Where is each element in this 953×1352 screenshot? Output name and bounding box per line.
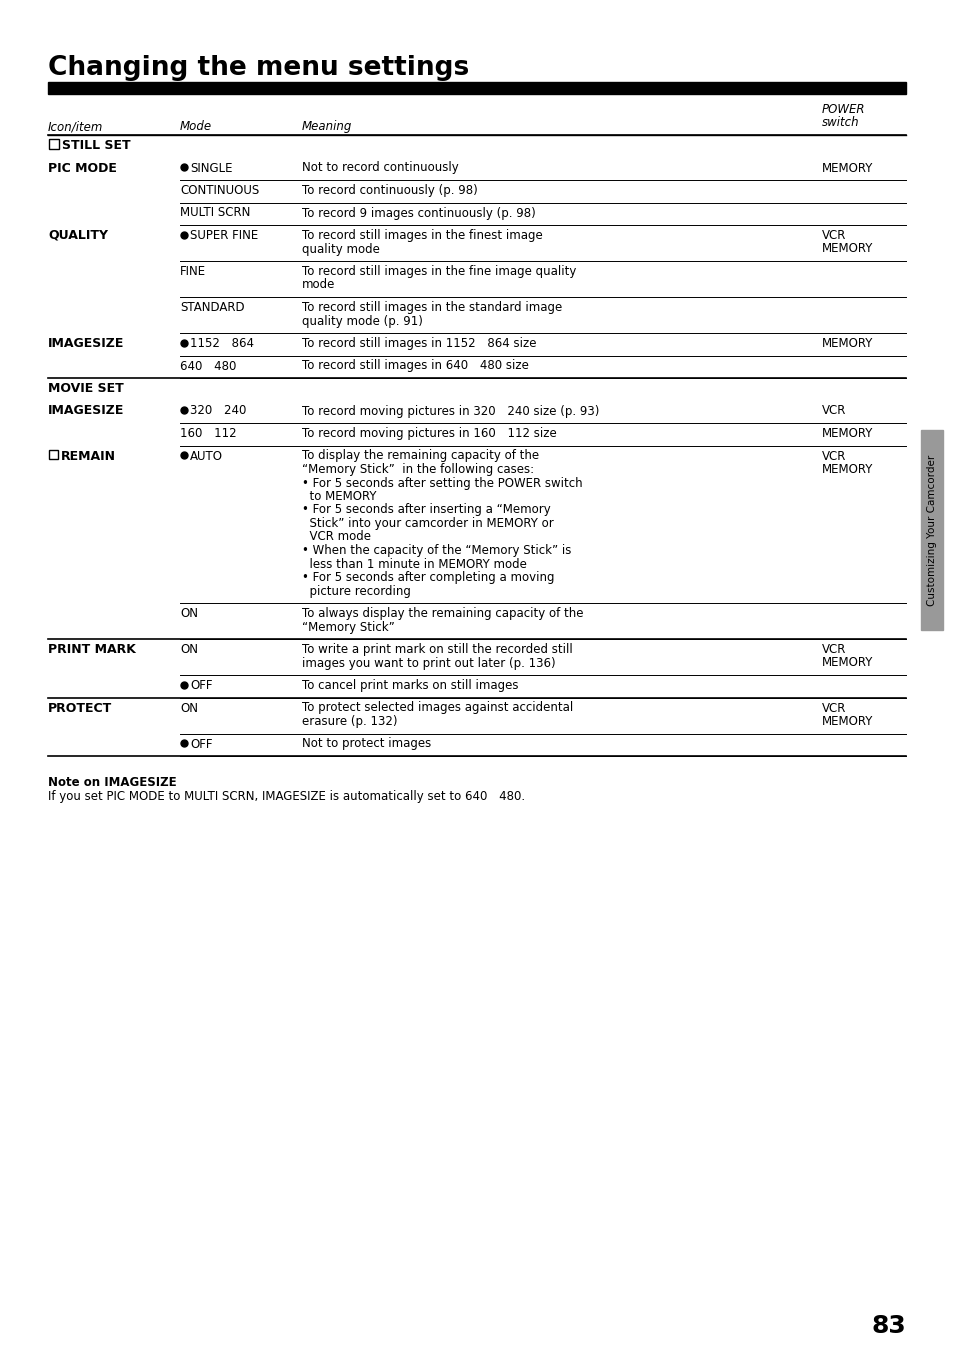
Text: VCR: VCR: [821, 702, 845, 714]
Text: Icon/item: Icon/item: [48, 120, 103, 132]
Text: To write a print mark on still the recorded still: To write a print mark on still the recor…: [302, 644, 572, 656]
Text: VCR: VCR: [821, 644, 845, 656]
Text: switch: switch: [821, 116, 859, 128]
Text: quality mode (p. 91): quality mode (p. 91): [302, 315, 422, 327]
Text: picture recording: picture recording: [302, 584, 411, 598]
Text: Changing the menu settings: Changing the menu settings: [48, 55, 469, 81]
Text: less than 1 minute in MEMORY mode: less than 1 minute in MEMORY mode: [302, 557, 526, 571]
Text: to MEMORY: to MEMORY: [302, 489, 376, 503]
Text: MEMORY: MEMORY: [821, 337, 872, 350]
Text: 83: 83: [870, 1314, 905, 1338]
Text: Stick” into your camcorder in MEMORY or: Stick” into your camcorder in MEMORY or: [302, 516, 553, 530]
Text: VCR: VCR: [821, 449, 845, 462]
Text: To record still images in 1152 864 size: To record still images in 1152 864 size: [302, 337, 536, 350]
Text: CONTINUOUS: CONTINUOUS: [180, 184, 259, 197]
Text: IMAGESIZE: IMAGESIZE: [48, 404, 124, 418]
Text: To display the remaining capacity of the: To display the remaining capacity of the: [302, 449, 538, 462]
Text: ON: ON: [180, 607, 198, 621]
Text: MULTI SCRN: MULTI SCRN: [180, 207, 250, 219]
Text: images you want to print out later (p. 136): images you want to print out later (p. 1…: [302, 657, 555, 669]
Text: To record 9 images continuously (p. 98): To record 9 images continuously (p. 98): [302, 207, 536, 219]
Text: MEMORY: MEMORY: [821, 715, 872, 727]
Text: MEMORY: MEMORY: [821, 462, 872, 476]
Text: REMAIN: REMAIN: [61, 449, 116, 462]
Text: MOVIE SET: MOVIE SET: [48, 383, 124, 395]
Text: To record moving pictures in 320 240 size (p. 93): To record moving pictures in 320 240 siz…: [302, 404, 598, 418]
Text: Not to protect images: Not to protect images: [302, 737, 431, 750]
Text: PIC MODE: PIC MODE: [48, 161, 117, 174]
Text: POWER: POWER: [821, 103, 864, 116]
Text: ON: ON: [180, 702, 198, 714]
Text: VCR: VCR: [821, 228, 845, 242]
Text: To record still images in 640 480 size: To record still images in 640 480 size: [302, 360, 528, 373]
Text: To record still images in the finest image: To record still images in the finest ima…: [302, 228, 542, 242]
Text: 160 112: 160 112: [180, 427, 236, 439]
Text: • For 5 seconds after setting the POWER switch: • For 5 seconds after setting the POWER …: [302, 476, 582, 489]
Text: mode: mode: [302, 279, 335, 292]
Bar: [49, 449, 58, 458]
Text: • For 5 seconds after inserting a “Memory: • For 5 seconds after inserting a “Memor…: [302, 503, 550, 516]
Text: STANDARD: STANDARD: [180, 301, 244, 314]
Text: PRINT MARK: PRINT MARK: [48, 644, 135, 656]
Text: Not to record continuously: Not to record continuously: [302, 161, 458, 174]
Text: SUPER FINE: SUPER FINE: [190, 228, 258, 242]
Text: Meaning: Meaning: [302, 120, 352, 132]
Text: quality mode: quality mode: [302, 242, 379, 256]
Text: IMAGESIZE: IMAGESIZE: [48, 337, 124, 350]
Text: 640 480: 640 480: [180, 360, 236, 373]
Text: Customizing Your Camcorder: Customizing Your Camcorder: [926, 454, 936, 606]
Bar: [49, 139, 59, 149]
Text: “Memory Stick”  in the following cases:: “Memory Stick” in the following cases:: [302, 462, 534, 476]
Bar: [48, 82, 905, 95]
Text: VCR: VCR: [821, 404, 845, 418]
Text: erasure (p. 132): erasure (p. 132): [302, 715, 397, 727]
Text: 1152 864: 1152 864: [190, 337, 253, 350]
Text: MEMORY: MEMORY: [821, 427, 872, 439]
Bar: [920, 430, 942, 630]
Text: To record still images in the standard image: To record still images in the standard i…: [302, 301, 561, 314]
Text: To cancel print marks on still images: To cancel print marks on still images: [302, 679, 518, 692]
Text: STILL SET: STILL SET: [62, 139, 131, 151]
Text: To record moving pictures in 160 112 size: To record moving pictures in 160 112 siz…: [302, 427, 557, 439]
Text: SINGLE: SINGLE: [190, 161, 233, 174]
Text: To protect selected images against accidental: To protect selected images against accid…: [302, 702, 573, 714]
Text: QUALITY: QUALITY: [48, 228, 108, 242]
Text: To always display the remaining capacity of the: To always display the remaining capacity…: [302, 607, 583, 621]
Text: MEMORY: MEMORY: [821, 161, 872, 174]
Text: VCR mode: VCR mode: [302, 530, 371, 544]
Text: To record continuously (p. 98): To record continuously (p. 98): [302, 184, 477, 197]
Text: To record still images in the fine image quality: To record still images in the fine image…: [302, 265, 576, 279]
Text: Note on IMAGESIZE: Note on IMAGESIZE: [48, 776, 176, 790]
Text: PROTECT: PROTECT: [48, 702, 112, 714]
Text: Mode: Mode: [180, 120, 212, 132]
Text: If you set PIC MODE to MULTI SCRN, IMAGESIZE is automatically set to 640 480.: If you set PIC MODE to MULTI SCRN, IMAGE…: [48, 790, 524, 803]
Text: ON: ON: [180, 644, 198, 656]
Text: AUTO: AUTO: [190, 449, 223, 462]
Text: “Memory Stick”: “Memory Stick”: [302, 621, 395, 634]
Text: • For 5 seconds after completing a moving: • For 5 seconds after completing a movin…: [302, 571, 554, 584]
Text: OFF: OFF: [190, 737, 213, 750]
Text: MEMORY: MEMORY: [821, 242, 872, 256]
Text: • When the capacity of the “Memory Stick” is: • When the capacity of the “Memory Stick…: [302, 544, 571, 557]
Text: MEMORY: MEMORY: [821, 657, 872, 669]
Text: 320 240: 320 240: [190, 404, 246, 418]
Text: OFF: OFF: [190, 679, 213, 692]
Text: FINE: FINE: [180, 265, 206, 279]
